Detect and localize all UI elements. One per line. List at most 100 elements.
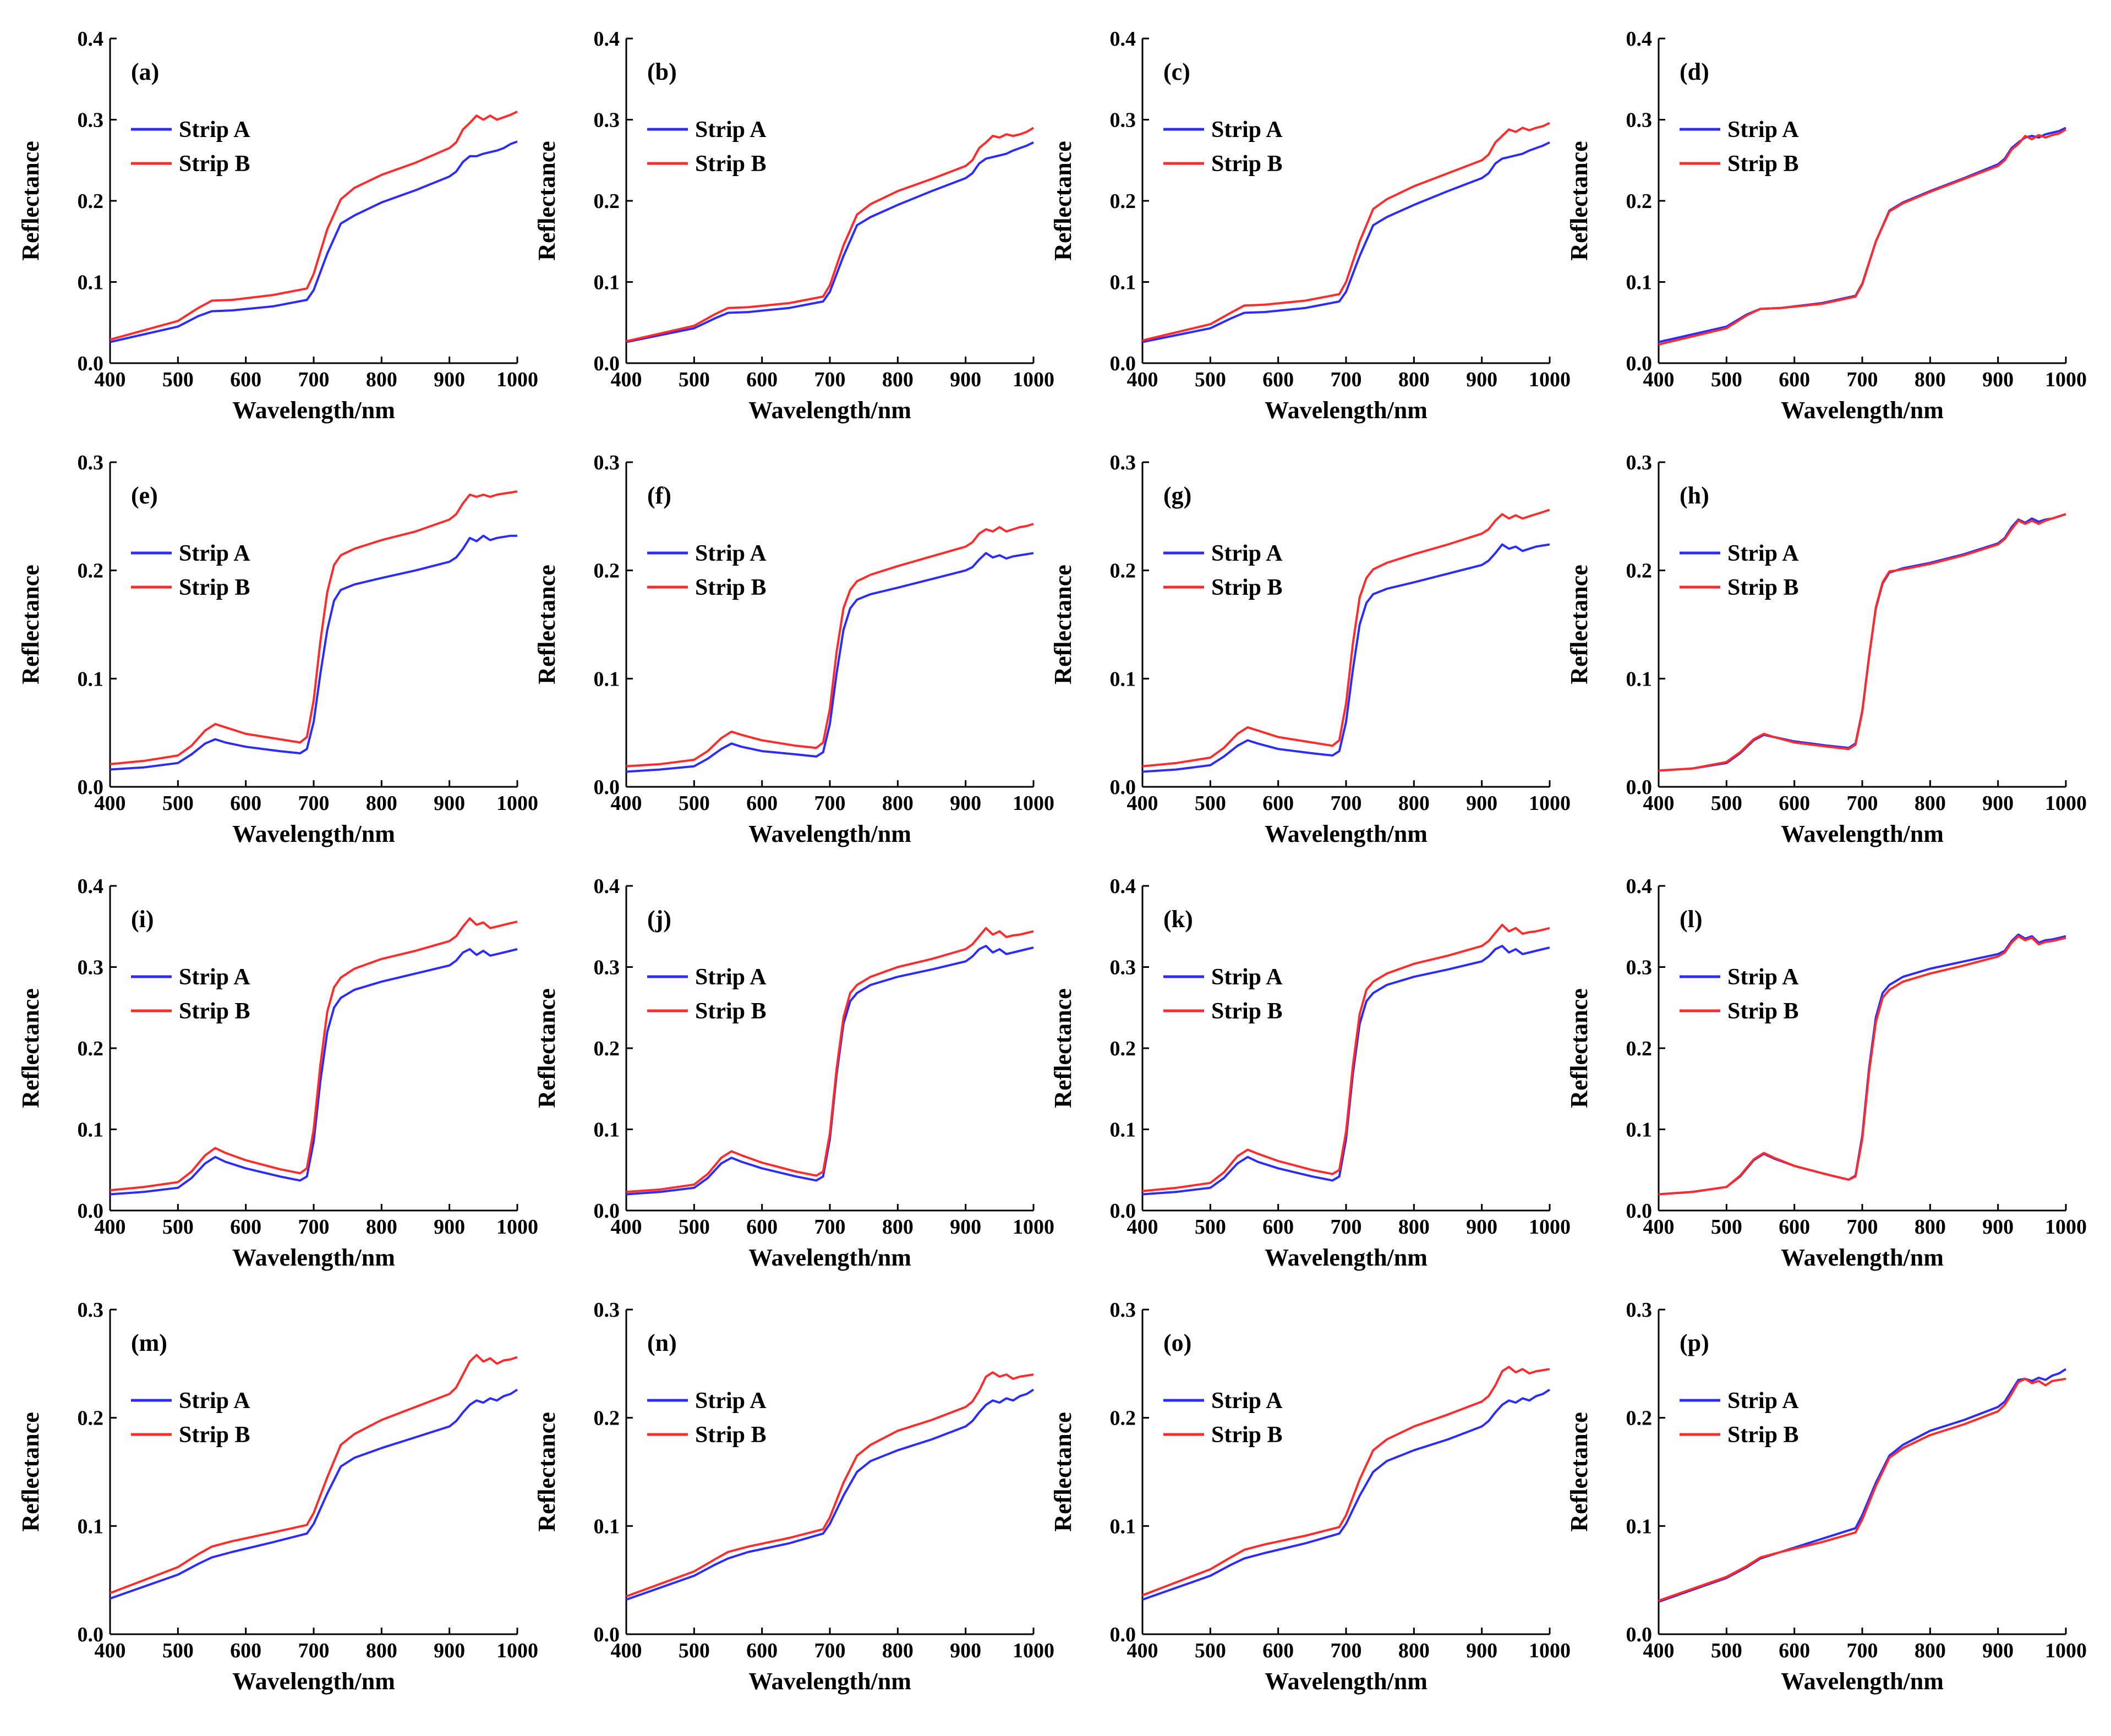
x-tick-label: 700	[1331, 1639, 1362, 1662]
y-tick-label: 0.1	[1110, 667, 1136, 691]
series-line-strip-a	[1142, 945, 1550, 1196]
panel-label: (i)	[131, 906, 154, 933]
x-tick-label: 400	[1643, 1639, 1675, 1662]
panel-label: (p)	[1680, 1329, 1709, 1356]
x-tick-label: 400	[611, 1215, 642, 1239]
y-axis-title: Reflectance	[17, 141, 44, 260]
y-tick-label: 0.3	[1626, 109, 1653, 132]
series-line-strip-b	[1658, 128, 2067, 346]
y-axis-title: Reflectance	[533, 565, 560, 684]
panel-label: (e)	[131, 482, 158, 509]
y-tick-label: 0.4	[1110, 875, 1136, 898]
legend-label-strip-b: Strip B	[1211, 999, 1283, 1024]
panel-c: 400 500 600 700 800 900 1000 0.0 0.1 0.2 0.3 0.4 Wav…	[1049, 28, 1571, 424]
y-axis-title: Reflectance	[533, 141, 560, 260]
y-axis-title: Reflectance	[533, 1412, 560, 1531]
x-tick-label: 400	[1643, 1215, 1675, 1239]
legend-label-strip-a: Strip A	[1211, 965, 1283, 990]
x-tick-label: 1000	[2045, 368, 2087, 391]
x-tick-label: 400	[611, 792, 642, 815]
x-tick-label: 700	[298, 1215, 330, 1239]
x-tick-label: 500	[162, 792, 194, 815]
panel-i: 400 500 600 700 800 900 1000 0.0 0.1 0.2 0.3 0.4 Wav…	[17, 875, 538, 1271]
x-tick-label: 900	[1982, 1215, 2014, 1239]
series-line-strip-b	[1142, 122, 1550, 342]
panel-m: 400 500 600 700 800 900 1000 0.0 0.1 0.2 0.3 Wavele…	[17, 1299, 538, 1695]
series-line-strip-b	[110, 1354, 518, 1595]
x-tick-label: 700	[814, 1639, 846, 1662]
x-tick-label: 900	[1466, 368, 1497, 391]
y-axis-title: Reflectance	[1049, 988, 1076, 1108]
x-tick-label: 700	[814, 792, 846, 815]
x-tick-label: 700	[1331, 792, 1362, 815]
x-tick-label: 700	[298, 368, 330, 391]
x-tick-label: 800	[366, 1215, 397, 1239]
panel-label: (d)	[1680, 58, 1709, 85]
y-tick-label: 0.4	[78, 28, 104, 51]
panel-label: (k)	[1163, 906, 1193, 933]
y-tick-label: 0.1	[594, 1119, 620, 1142]
series-line-strip-b	[1658, 513, 2066, 772]
x-tick-label: 800	[1915, 368, 1946, 391]
x-axis-title: Wavelength/nm	[748, 820, 911, 847]
y-tick-label: 0.3	[1110, 956, 1136, 979]
y-axis-title: Reflectance	[17, 1412, 44, 1531]
y-tick-label: 0.1	[1626, 1515, 1653, 1538]
y-tick-label: 0.0	[78, 352, 104, 375]
x-tick-label: 800	[1915, 792, 1946, 815]
y-axis-title: Reflectance	[1049, 1412, 1076, 1531]
series-line-strip-a	[626, 552, 1034, 773]
x-tick-label: 900	[434, 1639, 465, 1662]
series-line-strip-a	[110, 140, 518, 343]
x-tick-label: 800	[366, 1639, 397, 1662]
series-line-strip-b	[1142, 1366, 1550, 1597]
panel-label: (b)	[647, 58, 677, 85]
y-tick-label: 0.0	[1626, 1200, 1653, 1223]
x-axis-title: Wavelength/nm	[1781, 1244, 1944, 1271]
series-line-strip-b	[1658, 935, 2066, 1196]
x-tick-label: 600	[1779, 368, 1810, 391]
panel-f: 400 500 600 700 800 900 1000 0.0 0.1 0.2 0.3 Wavele…	[533, 451, 1054, 847]
panel-label: (c)	[1163, 58, 1190, 85]
series-line-strip-b	[1142, 923, 1550, 1192]
x-tick-label: 800	[1398, 1639, 1430, 1662]
x-tick-label: 600	[746, 792, 778, 815]
legend-label-strip-a: Strip A	[179, 1388, 250, 1414]
x-tick-label: 900	[950, 1639, 981, 1662]
x-axis-title: Wavelength/nm	[232, 820, 395, 847]
series-line-strip-b	[626, 927, 1034, 1193]
y-tick-label: 0.0	[1626, 352, 1653, 375]
legend-label-strip-b: Strip B	[179, 1422, 250, 1448]
panel-b: 400 500 600 700 800 900 1000 0.0 0.1 0.2 0.3 0.4 Wav…	[533, 28, 1054, 424]
y-tick-label: 0.2	[594, 190, 620, 213]
legend-label-strip-b: Strip B	[1727, 151, 1799, 177]
y-tick-label: 0.3	[1110, 109, 1136, 132]
y-tick-label: 0.2	[78, 190, 104, 213]
y-tick-label: 0.3	[1626, 956, 1653, 979]
y-tick-label: 0.4	[78, 875, 104, 898]
x-tick-label: 1000	[496, 792, 538, 815]
x-tick-label: 800	[366, 792, 397, 815]
x-tick-label: 400	[1127, 368, 1158, 391]
y-tick-label: 0.1	[1626, 271, 1653, 294]
panel-label: (a)	[131, 58, 159, 85]
legend-label-strip-a: Strip A	[695, 965, 767, 990]
x-tick-label: 500	[1711, 1215, 1742, 1239]
y-tick-label: 0.2	[1626, 1037, 1653, 1060]
y-tick-label: 0.2	[78, 1037, 104, 1060]
x-tick-label: 800	[1398, 792, 1430, 815]
x-tick-label: 900	[1466, 792, 1497, 815]
x-tick-label: 900	[434, 1215, 465, 1239]
y-tick-label: 0.0	[594, 352, 620, 375]
y-tick-label: 0.4	[1110, 28, 1136, 51]
x-tick-label: 400	[1127, 792, 1158, 815]
x-tick-label: 1000	[1529, 1639, 1571, 1662]
series-line-strip-a	[1142, 1388, 1551, 1601]
x-tick-label: 900	[434, 368, 465, 391]
legend-label-strip-a: Strip A	[1727, 117, 1799, 143]
series-line-strip-a	[626, 1388, 1035, 1601]
x-tick-label: 1000	[1013, 1639, 1054, 1662]
x-tick-label: 600	[230, 1215, 261, 1239]
y-axis-title: Reflectance	[1049, 565, 1076, 684]
y-tick-label: 0.2	[1110, 1407, 1136, 1430]
